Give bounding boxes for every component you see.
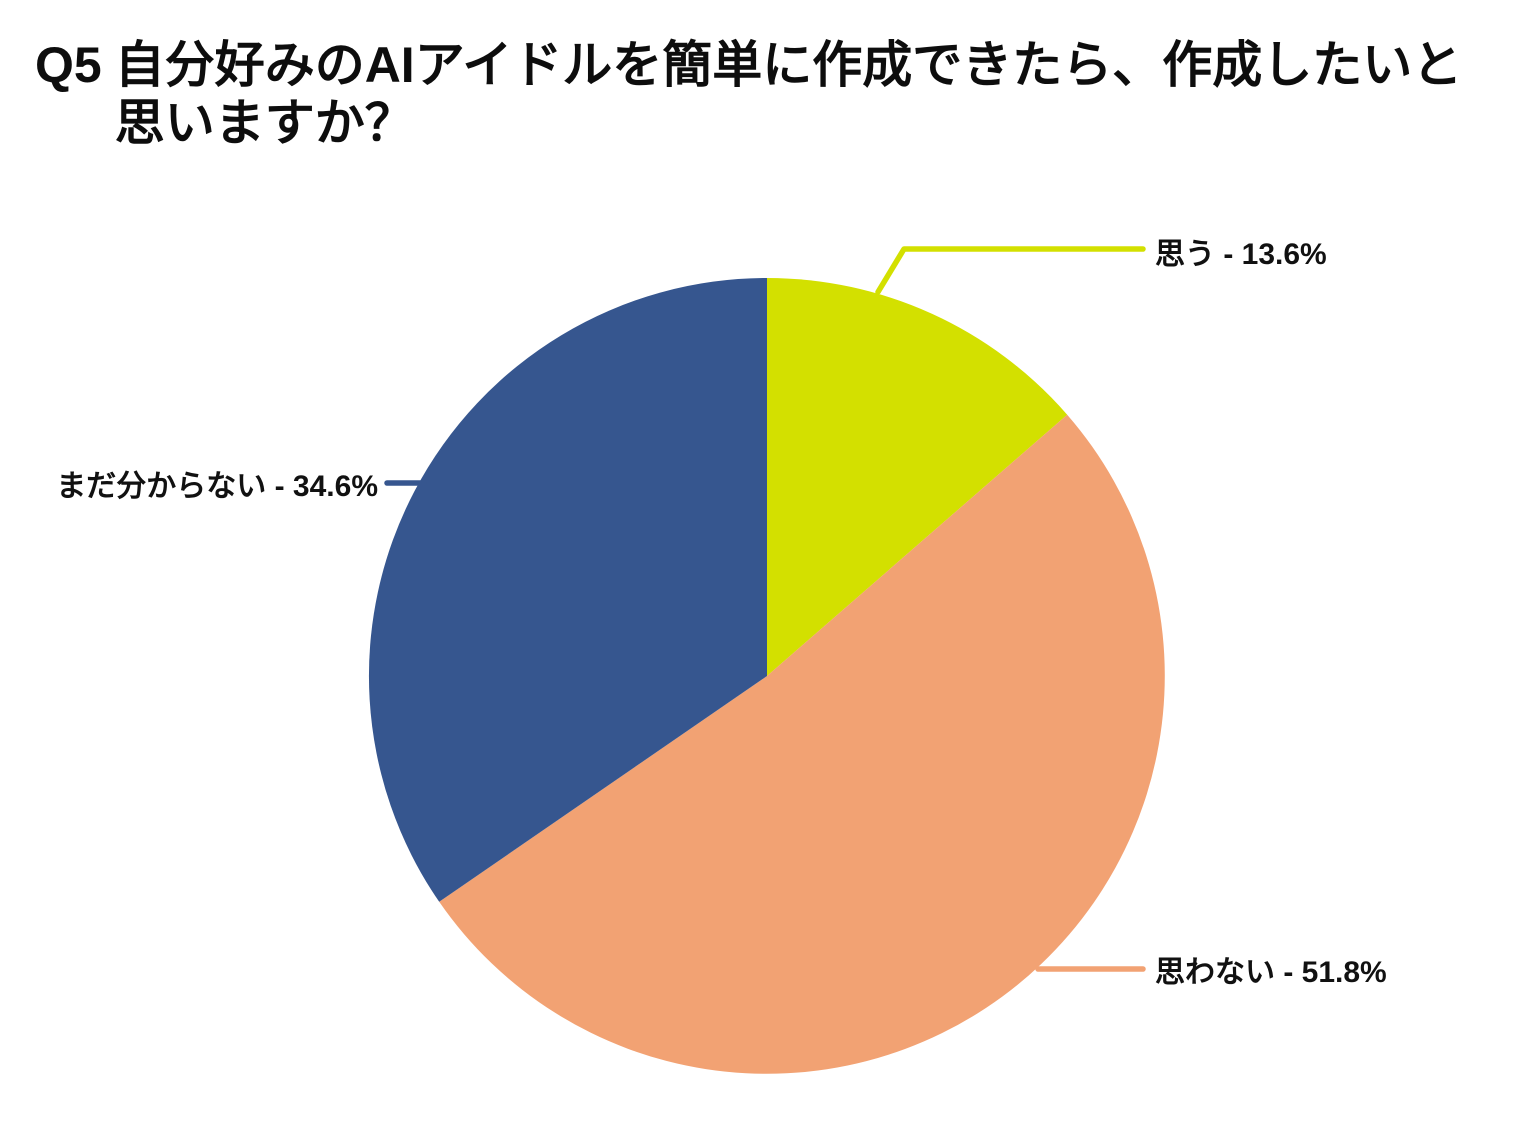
pie-slice-1: [439, 414, 1165, 1074]
question-text-line-2: 思いますか？: [114, 95, 415, 151]
leader-line-0: [875, 246, 1146, 295]
pie-slice-0: [767, 278, 1068, 676]
pie-slice-2: [368, 278, 767, 902]
slice-label-omowanai: 思わない - 51.8%: [1155, 956, 1387, 989]
question-number: Q5: [35, 37, 102, 93]
question-text-line-1: 自分好みのAIアイドルを簡単に作成できたら、作成したいと: [114, 37, 1463, 93]
question-text: 自分好みのAIアイドルを簡単に作成できたら、作成したいと 思いますか？: [115, 36, 1463, 152]
page-title: Q5 自分好みのAIアイドルを簡単に作成できたら、作成したいと 思いますか？: [35, 36, 1462, 152]
slice-label-omou: 思う - 13.6%: [1155, 238, 1327, 271]
slice-label-mada-wakaranai: まだ分からない - 34.6%: [56, 470, 378, 503]
